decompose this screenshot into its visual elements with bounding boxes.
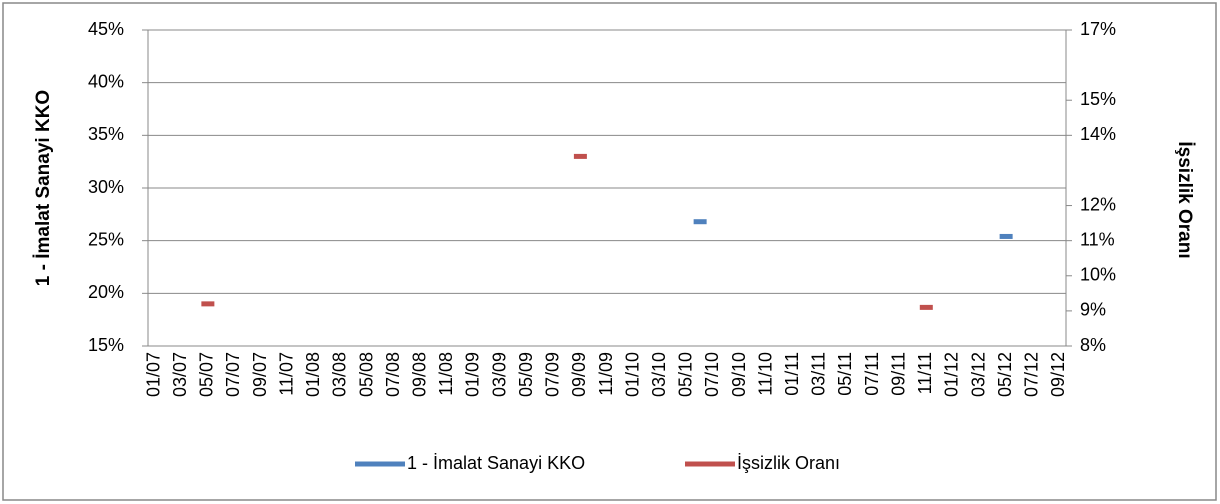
x-tick-label: 07/11: [862, 352, 882, 396]
x-tick-label: 01/07: [143, 352, 163, 397]
x-tick-label: 07/09: [543, 352, 563, 397]
x-tick-label: 09/12: [1048, 352, 1068, 397]
y-tick-label: 40%: [88, 71, 124, 91]
data-point: [201, 301, 215, 307]
y2-tick-label: 15%: [1080, 89, 1116, 109]
x-tick-label: 09/07: [250, 352, 270, 397]
x-tick-label: 07/12: [1021, 352, 1041, 397]
x-tick-label: 11/07: [276, 352, 296, 396]
x-tick-label: 11/09: [596, 352, 616, 396]
x-tick-label: 03/09: [489, 352, 509, 397]
y-axis-title: 1 - İmalat Sanayi KKO: [33, 90, 54, 286]
x-tick-label: 03/07: [170, 352, 190, 397]
x-tick-label: 01/08: [303, 352, 323, 397]
y-tick-label: 15%: [88, 335, 124, 355]
x-tick-label: 05/11: [835, 352, 855, 396]
x-tick-label: 09/11: [888, 352, 908, 396]
x-tick-label: 09/08: [409, 352, 429, 397]
x-tick-label: 07/10: [702, 352, 722, 397]
data-point: [693, 219, 707, 225]
y-tick-label: 25%: [88, 229, 124, 249]
x-tick-label: 01/11: [782, 352, 802, 396]
y2-tick-label: 12%: [1080, 194, 1116, 214]
x-tick-label: 05/08: [356, 352, 376, 397]
x-tick-label: 03/08: [330, 352, 350, 397]
y2-axis-title: İşsizlik Oranı: [1174, 141, 1195, 258]
x-tick-label: 07/08: [383, 352, 403, 397]
x-tick-label: 05/07: [197, 352, 217, 397]
legend-label: İşsizlik Oranı: [737, 453, 840, 473]
data-point: [573, 153, 587, 159]
x-tick-label: 03/10: [649, 352, 669, 397]
x-tick-label: 05/09: [516, 352, 536, 397]
x-tick-label: 07/07: [223, 352, 243, 397]
x-tick-label: 03/11: [809, 352, 829, 396]
y2-tick-label: 14%: [1080, 124, 1116, 144]
y-tick-label: 35%: [88, 124, 124, 144]
x-tick-label: 01/09: [463, 352, 483, 397]
x-tick-label: 09/10: [729, 352, 749, 397]
y-tick-label: 30%: [88, 177, 124, 197]
y2-tick-label: 10%: [1080, 265, 1116, 285]
data-point: [999, 233, 1013, 239]
y2-tick-label: 17%: [1080, 19, 1116, 39]
x-tick-label: 05/10: [676, 352, 696, 397]
x-tick-label: 01/10: [622, 352, 642, 397]
x-tick-label: 05/12: [995, 352, 1015, 397]
y2-tick-label: 11%: [1080, 229, 1115, 249]
x-tick-label: 03/12: [968, 352, 988, 397]
x-tick-label: 01/12: [942, 352, 962, 397]
y2-tick-label: 9%: [1080, 300, 1106, 320]
y-tick-label: 20%: [88, 282, 124, 302]
x-tick-label: 11/11: [915, 352, 935, 394]
x-tick-label: 11/10: [755, 352, 775, 396]
y-tick-label: 45%: [88, 19, 124, 39]
x-tick-label: 11/08: [436, 352, 456, 396]
y2-tick-label: 8%: [1080, 335, 1106, 355]
legend-label: 1 - İmalat Sanayi KKO: [407, 453, 585, 473]
x-tick-label: 09/09: [569, 352, 589, 397]
data-point: [919, 304, 933, 310]
